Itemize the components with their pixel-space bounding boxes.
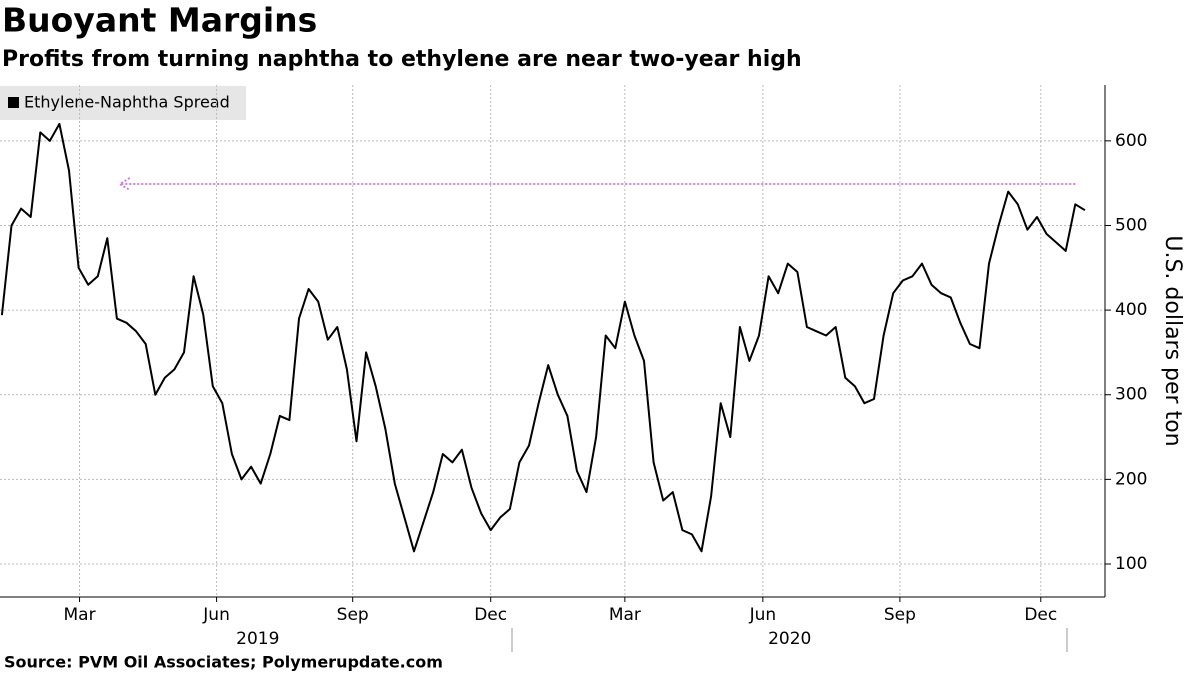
- chart-subtitle: Profits from turning naphtha to ethylene…: [2, 47, 802, 72]
- source: Source: PVM Oil Associates; Polymerupdat…: [4, 653, 443, 672]
- legend-label: Ethylene-Naphtha Spread: [24, 93, 230, 112]
- year-label: 2020: [768, 629, 811, 649]
- x-tick-label: Mar: [64, 605, 96, 625]
- y-tick-label: 600: [1115, 131, 1147, 151]
- x-tick-label: Dec: [474, 605, 507, 625]
- x-tick-label: Dec: [1024, 605, 1057, 625]
- series-line: [0, 122, 1086, 553]
- y-tick-label: 400: [1115, 300, 1147, 320]
- x-tick-label: Jun: [202, 605, 230, 625]
- y-axis-label: U.S. dollars per ton: [1160, 235, 1185, 446]
- year-label: 2019: [236, 629, 279, 649]
- y-tick-label: 100: [1115, 554, 1147, 574]
- y-tick-label: 500: [1115, 215, 1147, 235]
- y-tick-label: 300: [1115, 385, 1147, 405]
- x-tick-label: Jun: [749, 605, 777, 625]
- chart-title: Buoyant Margins: [2, 1, 317, 40]
- legend: Ethylene-Naphtha Spread: [0, 86, 246, 120]
- x-tick-label: Sep: [884, 605, 916, 625]
- x-tick-label: Mar: [609, 605, 641, 625]
- legend-box: [0, 86, 246, 120]
- y-tick-label: 200: [1115, 469, 1147, 489]
- legend-swatch: [8, 97, 19, 108]
- arrow-head: [117, 177, 131, 191]
- x-tick-label: Sep: [337, 605, 369, 625]
